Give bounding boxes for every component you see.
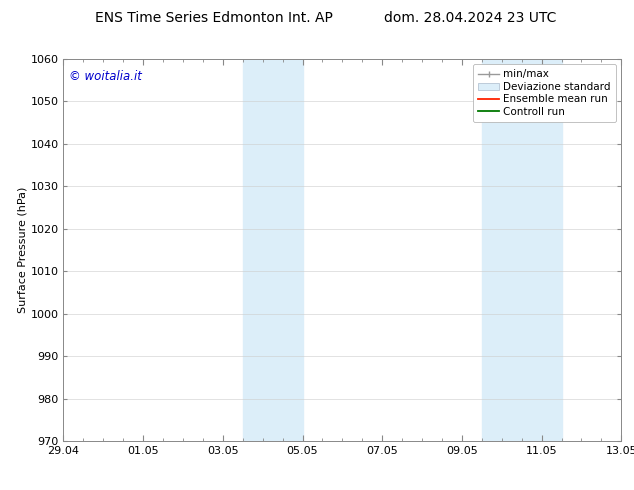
Bar [482, 59, 562, 441]
Y-axis label: Surface Pressure (hPa): Surface Pressure (hPa) [18, 187, 28, 313]
Text: ENS Time Series Edmonton Int. AP: ENS Time Series Edmonton Int. AP [95, 10, 333, 24]
Text: dom. 28.04.2024 23 UTC: dom. 28.04.2024 23 UTC [384, 10, 557, 24]
Bar [243, 59, 302, 441]
Text: © woitalia.it: © woitalia.it [69, 70, 142, 83]
Legend: min/max, Deviazione standard, Ensemble mean run, Controll run: min/max, Deviazione standard, Ensemble m… [473, 64, 616, 122]
